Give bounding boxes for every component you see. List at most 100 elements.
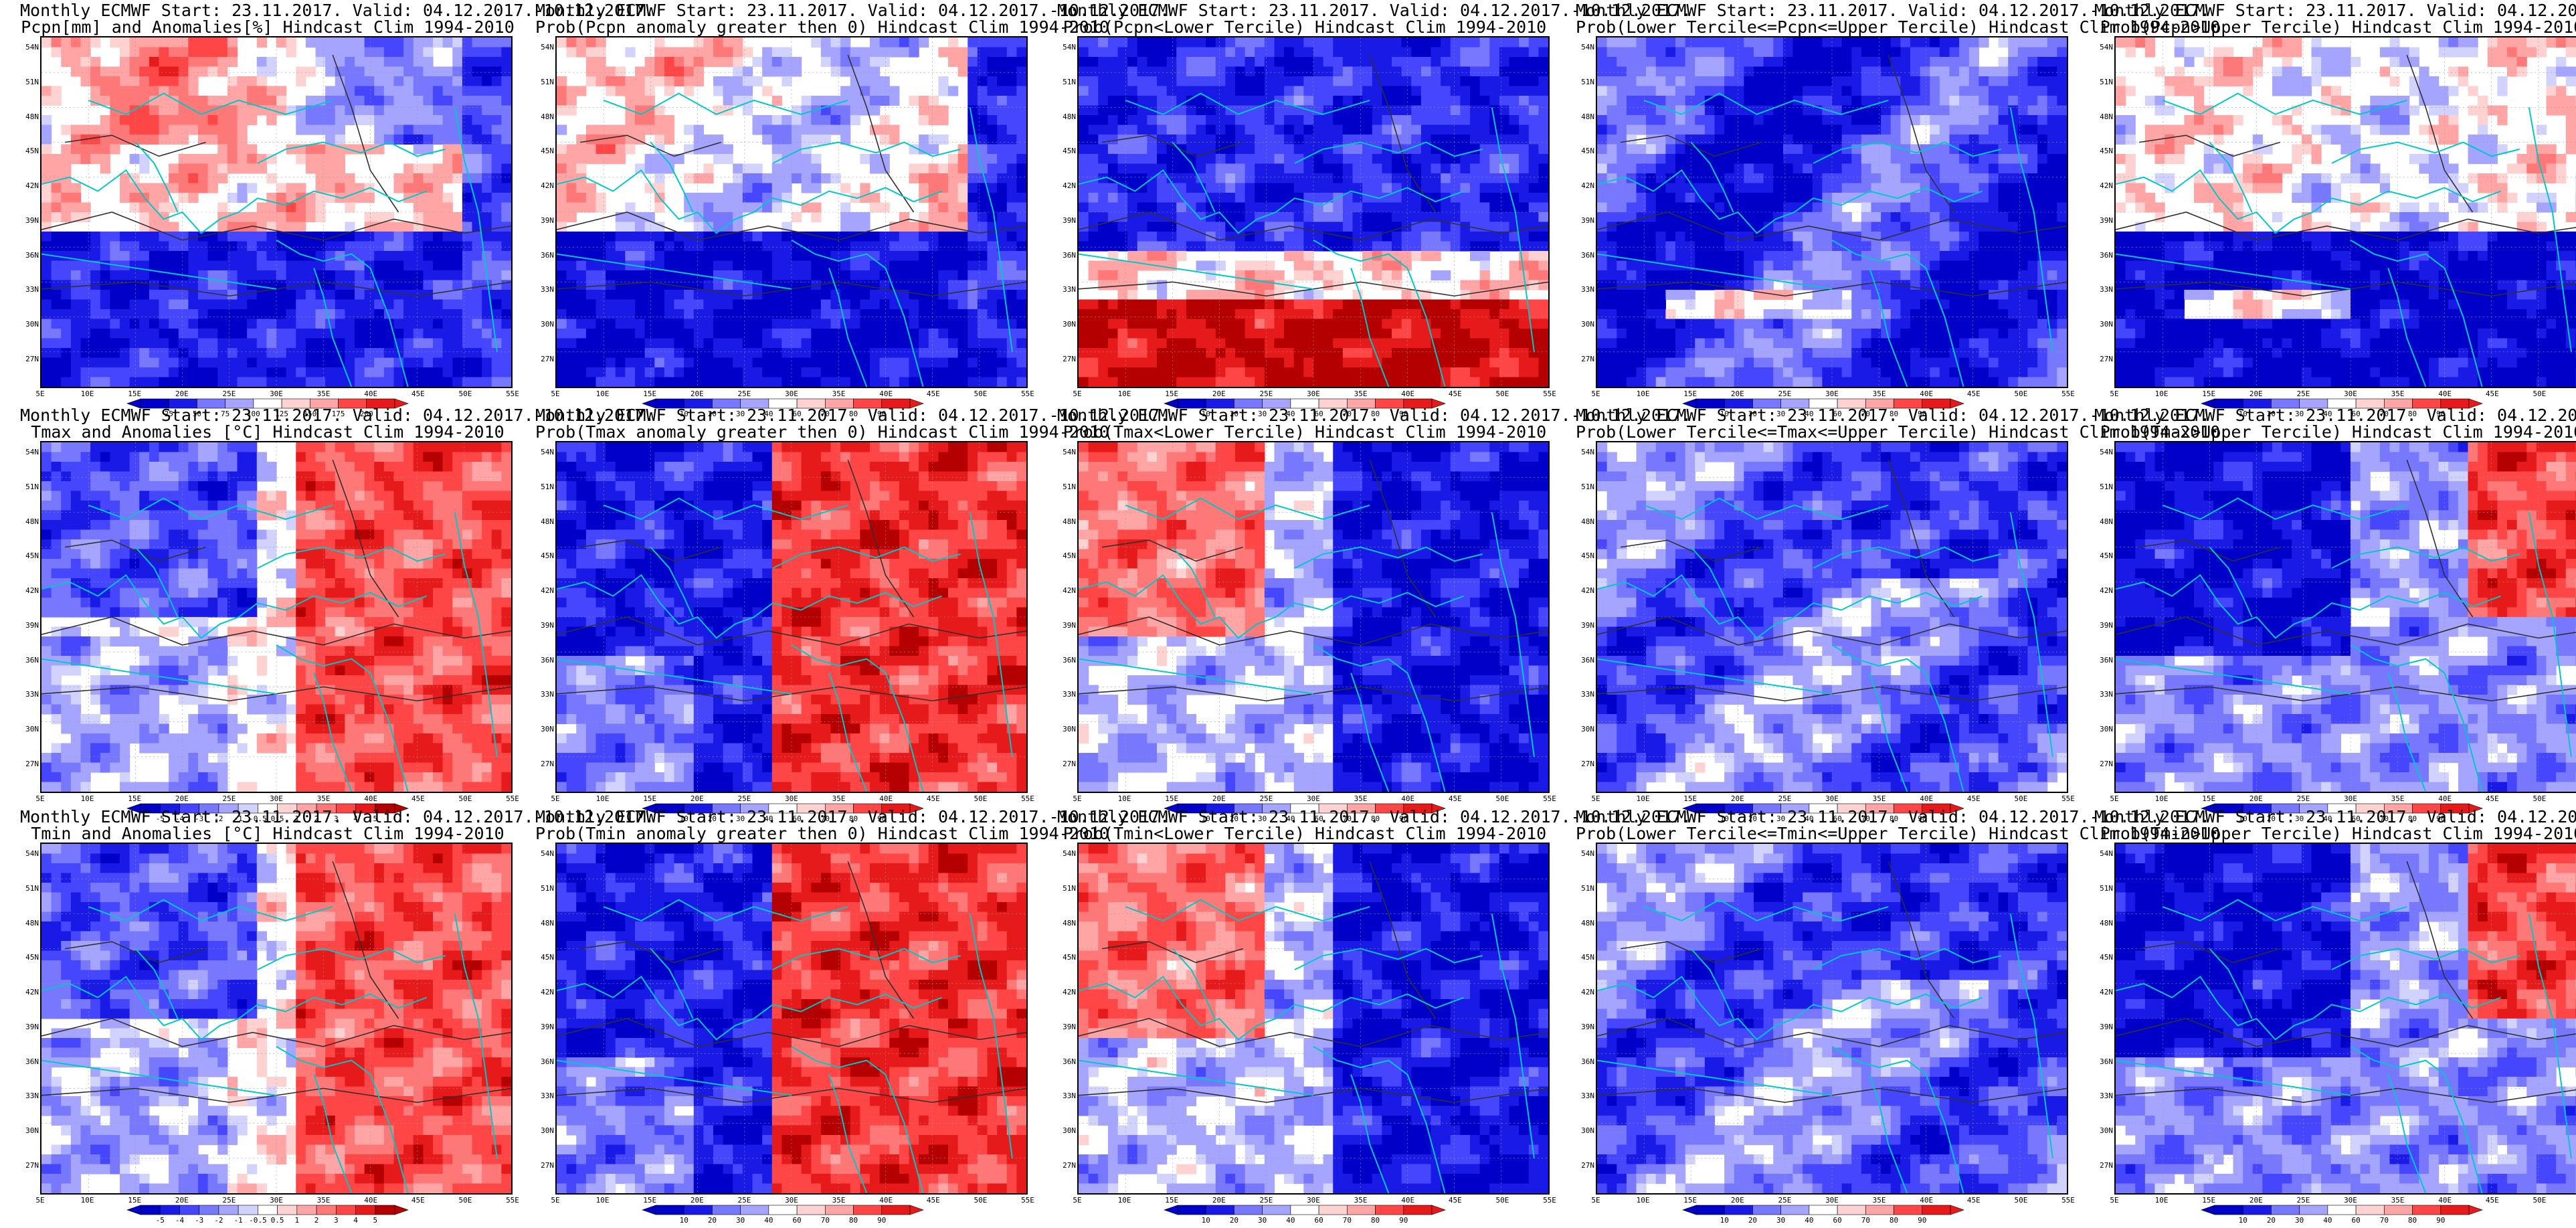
field-cell xyxy=(1431,76,1441,86)
field-cell xyxy=(413,212,424,222)
field-cell xyxy=(1675,96,1685,106)
field-cell xyxy=(1431,222,1441,232)
field-cell xyxy=(1157,251,1167,261)
field-cell xyxy=(811,377,821,387)
field-cell xyxy=(1343,309,1353,319)
field-cell xyxy=(413,232,424,242)
field-cell xyxy=(452,290,462,300)
field-cell xyxy=(492,106,502,116)
field-cell xyxy=(1284,76,1294,86)
field-cell xyxy=(753,232,763,242)
field-cell xyxy=(1930,37,1940,48)
field-cell xyxy=(110,135,120,145)
field-cell xyxy=(713,261,723,271)
field-cell xyxy=(286,367,296,377)
field-cell xyxy=(492,86,502,96)
field-cell xyxy=(306,309,316,319)
field-cell xyxy=(482,212,492,222)
field-cell xyxy=(1930,57,1940,67)
field-cell xyxy=(71,280,81,290)
field-cell xyxy=(120,367,130,377)
field-cell xyxy=(1137,96,1147,106)
field-cell xyxy=(938,377,948,387)
field-cell xyxy=(266,270,276,280)
field-cell xyxy=(1186,163,1196,173)
field-cell xyxy=(1176,251,1186,261)
field-cell xyxy=(169,367,179,377)
field-cell xyxy=(443,106,453,116)
field-cell xyxy=(52,193,62,203)
field-cell xyxy=(919,309,929,319)
field-cell xyxy=(929,232,939,242)
longitude-label: 20E xyxy=(687,389,707,398)
field-cell xyxy=(1402,329,1412,339)
field-cell xyxy=(733,66,743,76)
field-cell xyxy=(1910,66,1920,76)
field-cell xyxy=(1538,76,1548,86)
field-cell xyxy=(586,144,596,154)
field-cell xyxy=(1225,66,1235,76)
latitude-label: 33N xyxy=(21,285,39,294)
field-cell xyxy=(198,280,208,290)
field-cell xyxy=(1275,173,1285,183)
field-cell xyxy=(501,251,511,261)
field-cell xyxy=(968,338,978,348)
field-cell xyxy=(684,377,694,387)
field-cell xyxy=(1127,163,1137,173)
field-cell xyxy=(1127,193,1137,203)
field-cell xyxy=(315,57,325,67)
field-cell xyxy=(188,154,198,164)
field-cell xyxy=(286,37,296,48)
field-cell xyxy=(433,309,443,319)
field-cell xyxy=(743,329,753,339)
field-cell xyxy=(1137,319,1147,329)
field-cell xyxy=(1089,135,1099,145)
field-cell xyxy=(1665,47,1675,57)
field-cell xyxy=(1137,348,1147,358)
field-cell xyxy=(1157,241,1167,251)
field-cell xyxy=(179,329,189,339)
field-cell xyxy=(703,358,713,368)
field-cell xyxy=(1196,57,1206,67)
field-cell xyxy=(1519,96,1529,106)
field-cell xyxy=(247,115,257,125)
field-cell xyxy=(1900,47,1910,57)
field-cell xyxy=(1529,173,1539,183)
field-cell xyxy=(1147,232,1157,242)
field-cell xyxy=(595,261,606,271)
field-cell xyxy=(41,183,52,193)
field-cell xyxy=(1127,377,1137,387)
field-cell xyxy=(889,232,899,242)
field-cell xyxy=(130,76,140,86)
field-cell xyxy=(345,66,355,76)
field-cell xyxy=(654,348,664,358)
field-cell xyxy=(1196,37,1206,48)
field-cell xyxy=(394,96,404,106)
field-cell xyxy=(1098,96,1108,106)
field-cell xyxy=(1499,125,1509,135)
field-cell xyxy=(870,300,880,310)
field-cell xyxy=(1235,300,1245,310)
field-cell xyxy=(978,135,988,145)
field-cell xyxy=(1098,66,1108,76)
field-cell xyxy=(586,329,596,339)
field-cell xyxy=(365,66,375,76)
field-cell xyxy=(968,173,978,183)
field-cell xyxy=(1451,115,1461,125)
field-cell xyxy=(625,348,635,358)
field-cell xyxy=(674,377,684,387)
field-cell xyxy=(1108,37,1118,48)
field-cell xyxy=(1225,338,1235,348)
field-cell xyxy=(198,96,208,106)
field-cell xyxy=(1529,232,1539,242)
field-cell xyxy=(286,183,296,193)
field-cell xyxy=(2037,76,2047,86)
latitude-label: 39N xyxy=(537,216,554,225)
field-cell xyxy=(501,86,511,96)
field-cell xyxy=(1411,37,1421,48)
field-cell xyxy=(723,86,733,96)
field-cell xyxy=(433,367,443,377)
field-cell xyxy=(978,115,988,125)
field-cell xyxy=(1245,319,1255,329)
field-cell xyxy=(1920,47,1930,57)
